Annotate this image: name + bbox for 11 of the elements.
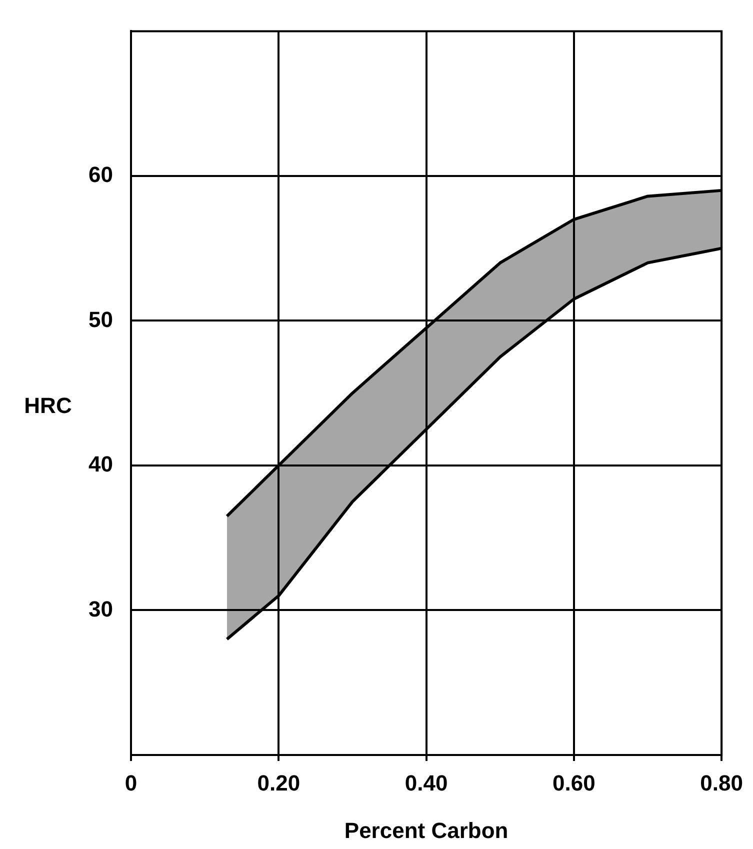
x-axis-title: Percent Carbon (344, 818, 508, 843)
y-axis-title: HRC (24, 393, 72, 418)
y-tick-label: 40 (88, 452, 113, 477)
x-tick-label: 0.60 (552, 770, 596, 796)
y-tick-label: 30 (88, 596, 113, 622)
x-tick-label: 0.20 (257, 770, 300, 796)
y-tick-label: 50 (88, 306, 113, 332)
x-tick-label: 0.40 (404, 770, 448, 796)
y-tick-label: 60 (88, 162, 113, 188)
x-tick-label: 0.80 (700, 770, 744, 796)
x-tick-label: 0 (124, 770, 138, 796)
